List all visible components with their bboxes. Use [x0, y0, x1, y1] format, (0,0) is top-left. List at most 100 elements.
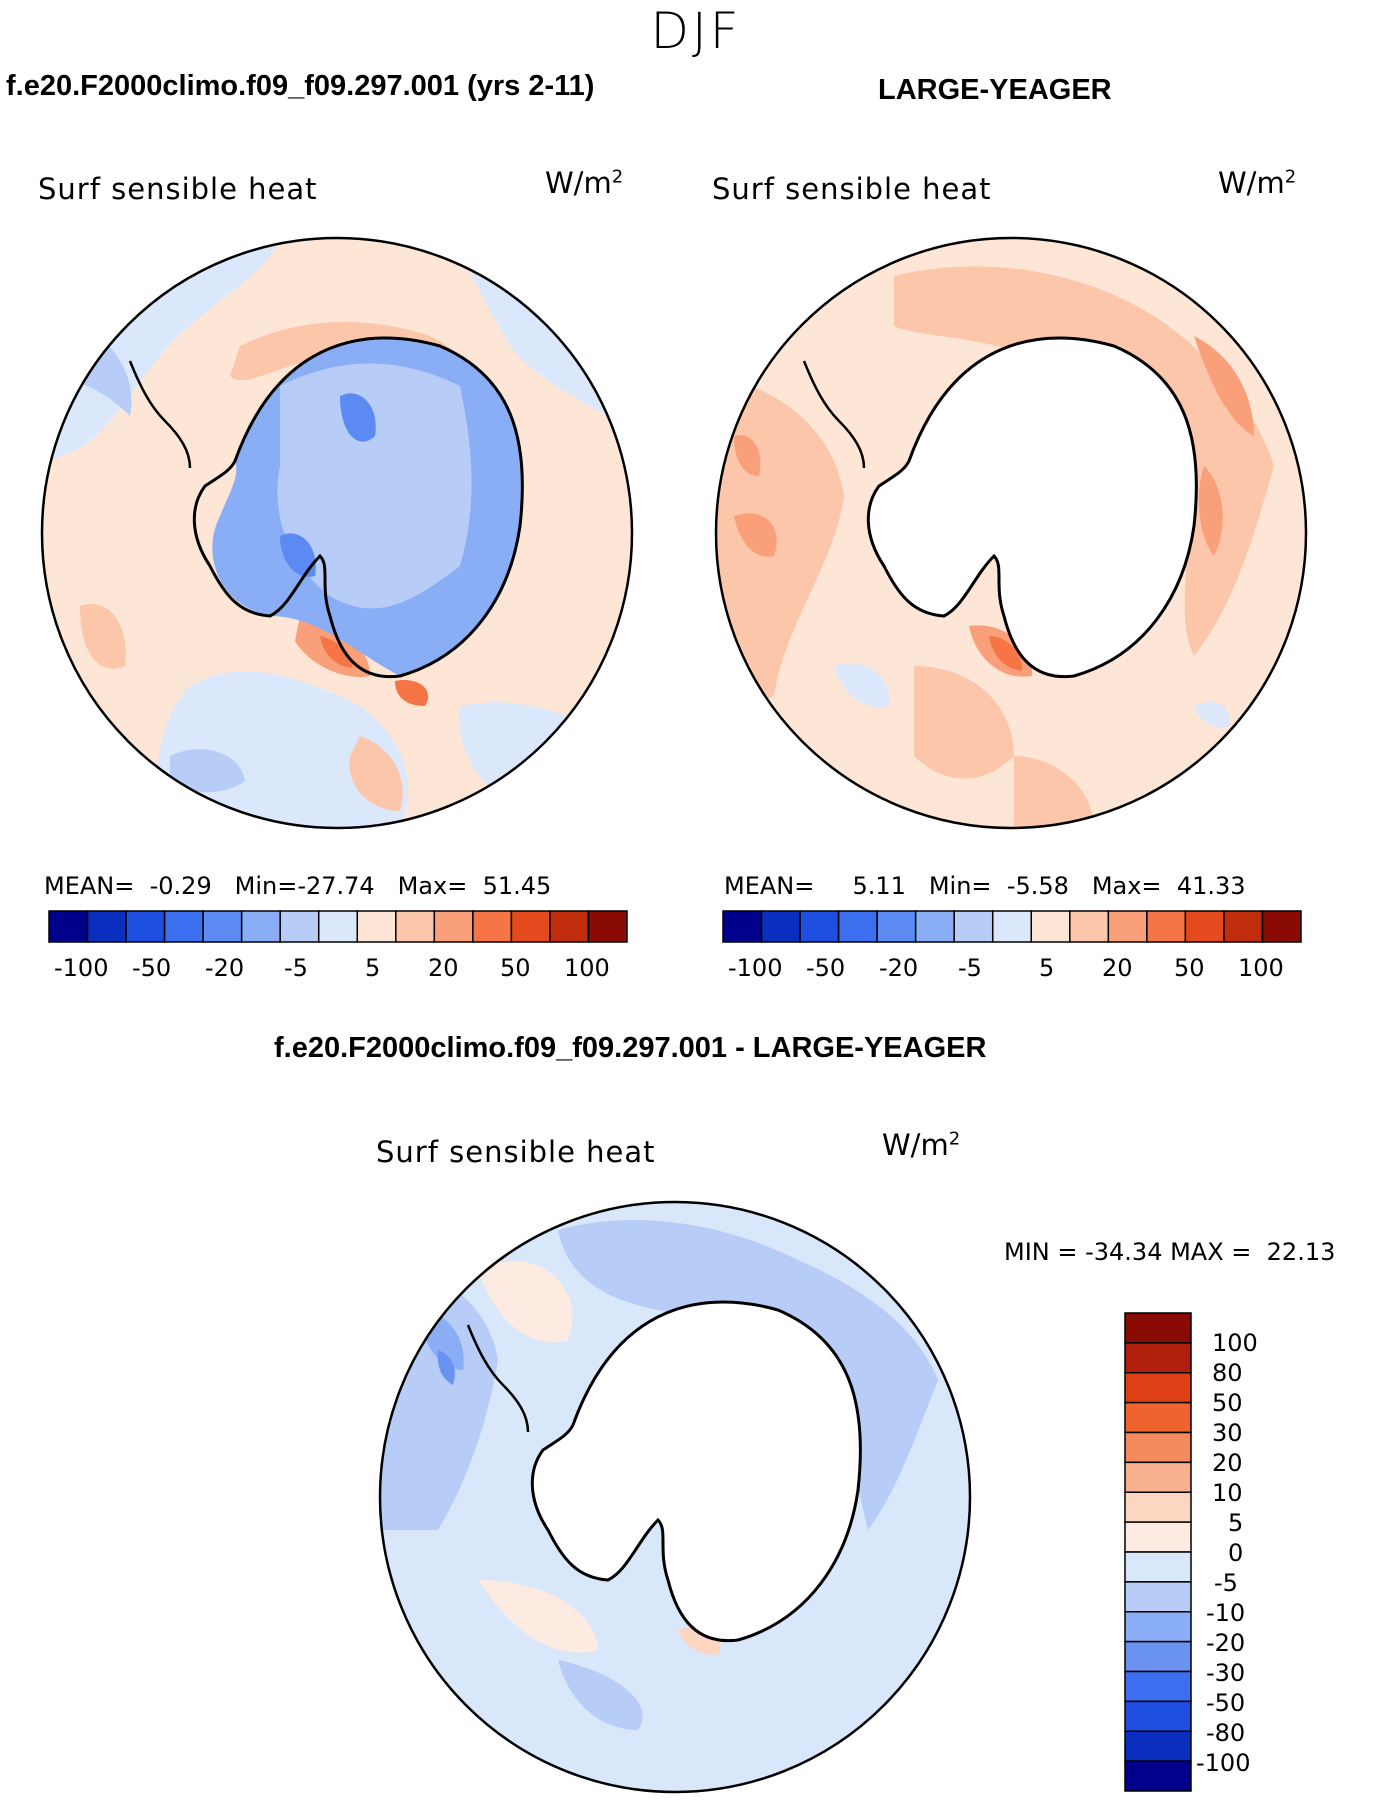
colorbar-tick-label: 100 [564, 954, 610, 982]
panel2-anomaly-region [1194, 336, 1254, 436]
panel1-units: W/m2 [545, 166, 624, 200]
colorbar-tick-label: -20 [879, 954, 919, 982]
colorbar-swatch [549, 910, 590, 943]
colorbar-swatch [163, 910, 204, 943]
colorbar-tick-label: -30 [1206, 1659, 1246, 1687]
colorbar-tick-label: -20 [205, 954, 245, 982]
colorbar-tick-label: -5 [1214, 1569, 1238, 1597]
colorbar-swatch [202, 910, 243, 943]
colorbar-tick-label: -10 [1206, 1599, 1246, 1627]
panel2-anomaly-region [734, 513, 777, 557]
colorbar-swatch [799, 910, 840, 943]
panel1-anomaly-region [340, 393, 376, 442]
panel1-coastline [128, 360, 192, 469]
colorbar-tick-label: 10 [1212, 1479, 1243, 1507]
colorbar-swatch [510, 910, 551, 943]
colorbar-swatch [760, 910, 801, 943]
colorbar-tick-label: 80 [1212, 1359, 1243, 1387]
colorbar-tick-label: 100 [1212, 1329, 1258, 1357]
panel2-stats: MEAN= 5.11 Min= -5.58 Max= 41.33 [724, 872, 1246, 900]
panel2-anomaly-region [914, 666, 1014, 779]
diff-anomaly-region [437, 1350, 455, 1385]
colorbar-swatch [1184, 910, 1225, 943]
panel2-anomaly-region [894, 266, 1274, 656]
colorbar-swatch [1124, 1312, 1192, 1344]
diff-anomaly-region [558, 1220, 938, 1530]
colorbar-swatch [317, 910, 359, 943]
colorbar-swatch [953, 910, 994, 943]
panel2-anomaly-region [734, 435, 761, 476]
diff-anomaly-region [558, 1660, 643, 1730]
diff-variable-label: Surf sensible heat [376, 1135, 656, 1169]
colorbar-swatch [1124, 1342, 1192, 1374]
colorbar-tick-label: 20 [428, 954, 459, 982]
panel1-anomaly-region [80, 604, 126, 669]
colorbar-tick-label: 0 [1228, 1539, 1244, 1567]
colorbar-swatch [1124, 1401, 1192, 1434]
colorbar-swatch [1124, 1551, 1192, 1583]
colorbar-swatch [1107, 910, 1148, 943]
panel2-coastline [802, 360, 866, 469]
colorbar-swatch [1124, 1372, 1192, 1404]
panel1-anomaly-region [170, 749, 245, 793]
panel2-anomaly-region [1014, 756, 1094, 828]
panel1-anomaly-region [395, 680, 429, 706]
diff-anomaly-region [478, 1580, 598, 1653]
colorbar-swatch [1124, 1611, 1192, 1643]
panel2-polar-map [714, 236, 1308, 830]
colorbar-swatch [914, 910, 955, 943]
diff-coastline [530, 1300, 862, 1643]
colorbar-tick-label: -50 [806, 954, 846, 982]
colorbar-tick-label: -50 [1206, 1689, 1246, 1717]
colorbar-swatch [1124, 1700, 1192, 1732]
colorbar-tick-label: 50 [1174, 954, 1205, 982]
colorbar-swatch [472, 910, 513, 943]
colorbar-swatch [1124, 1521, 1192, 1553]
colorbar-tick-label: -100 [1196, 1749, 1251, 1777]
diff-polar-map [378, 1200, 972, 1794]
colorbar-tick-label: 5 [1228, 1509, 1244, 1537]
colorbar-swatch [1124, 1491, 1192, 1523]
colorbar-tick-label: -100 [728, 954, 783, 982]
colorbar-tick-label: 30 [1212, 1419, 1243, 1447]
colorbar-swatch [991, 910, 1033, 943]
colorbar-swatch [433, 910, 474, 943]
colorbar-swatch [1069, 910, 1110, 943]
colorbar-swatch [1124, 1640, 1192, 1673]
colorbar-swatch [1261, 910, 1302, 943]
colorbar-swatch [1124, 1760, 1192, 1792]
panel2-anomaly-region [1198, 466, 1223, 556]
colorbar-swatch [240, 910, 281, 943]
panel1-variable-label: Surf sensible heat [38, 172, 318, 206]
diff-colorbar [1124, 1312, 1192, 1792]
colorbar-tick-label: -80 [1206, 1719, 1246, 1747]
panel2-units: W/m2 [1218, 166, 1297, 200]
panel2-title: LARGE-YEAGER [878, 74, 1112, 106]
panel2-anomaly-region [1194, 702, 1230, 728]
panel2-anomaly-region [989, 636, 1023, 671]
colorbar-swatch [876, 910, 917, 943]
colorbar-swatch [1124, 1461, 1192, 1493]
panel2-variable-label: Surf sensible heat [712, 172, 992, 206]
season-title: DJF [650, 2, 742, 60]
diff-panel-title: f.e20.F2000climo.f09_f09.297.001 - LARGE… [274, 1032, 987, 1064]
colorbar-tick-label: -50 [132, 954, 172, 982]
colorbar-tick-label: 100 [1238, 954, 1284, 982]
colorbar-swatch [837, 910, 878, 943]
colorbar-tick-label: -5 [284, 954, 308, 982]
colorbar-swatch [48, 910, 89, 943]
panel2-coastline [866, 336, 1198, 679]
colorbar-swatch [395, 910, 436, 943]
colorbar-swatch [1146, 910, 1187, 943]
panel1-stats: MEAN= -0.29 Min=-27.74 Max= 51.45 [44, 872, 552, 900]
diff-coastline [466, 1324, 530, 1433]
panel1-polar-map [40, 236, 634, 830]
colorbar-tick-label: 5 [365, 954, 381, 982]
panel1-coastline [192, 336, 524, 679]
diff-anomaly-region [478, 1260, 573, 1343]
diff-units: W/m2 [882, 1128, 961, 1162]
colorbar-swatch [1124, 1431, 1192, 1464]
colorbar-tick-label: -5 [958, 954, 982, 982]
colorbar-swatch [1030, 910, 1071, 943]
colorbar-swatch [1124, 1730, 1192, 1762]
